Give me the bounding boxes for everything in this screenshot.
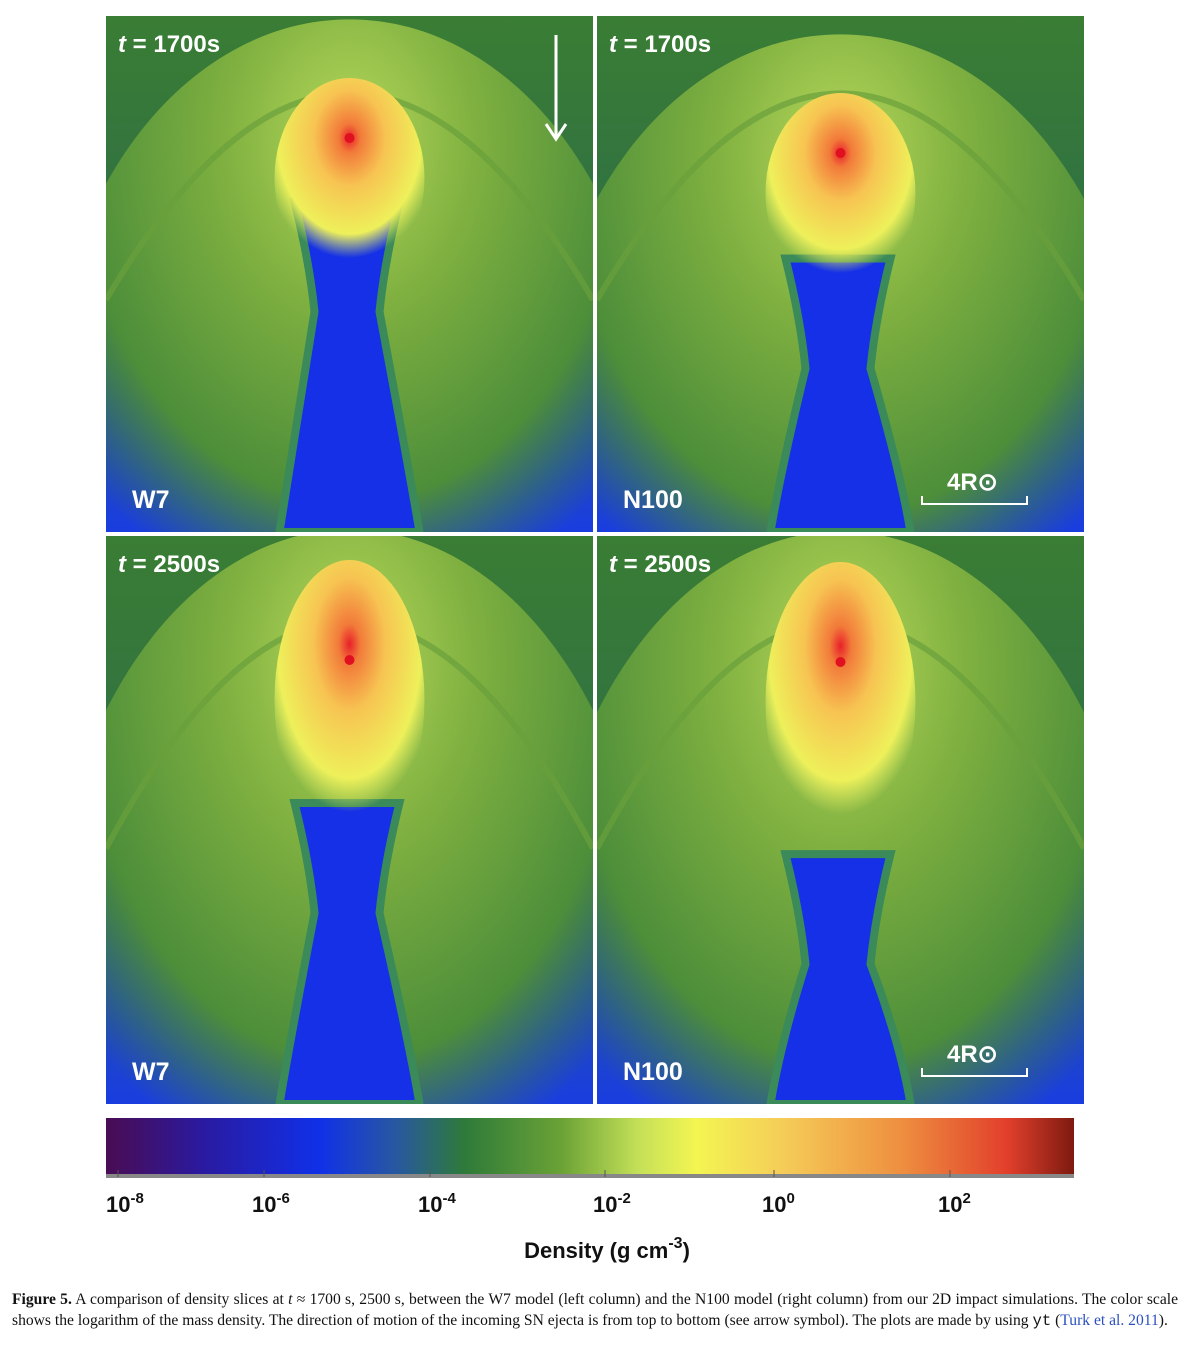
- simulation-panel: [597, 536, 1084, 1104]
- tick-base: 10: [593, 1192, 617, 1217]
- tick-exponent: 2: [962, 1190, 970, 1207]
- colorbar-tick-label: 10-8: [106, 1190, 144, 1217]
- scale-label: 4R⊙: [947, 1041, 998, 1068]
- time-value: = 2500s: [617, 551, 711, 578]
- scale-bar: [921, 1068, 1028, 1077]
- caption-text: ≈ 1700 s, 2500 s, between the W7 model (…: [12, 1291, 1178, 1329]
- time-var: t: [609, 551, 618, 578]
- colorbar: [106, 1118, 1074, 1176]
- tick-exponent: -4: [442, 1190, 456, 1207]
- figure: t = 1700s W7 t = 1700s N100 4R⊙ t = 2500s W7 t …: [106, 16, 1084, 1263]
- model-label: W7: [132, 486, 170, 514]
- simulation-panel: [106, 16, 593, 532]
- caption-code: yt: [1032, 1312, 1052, 1330]
- caption-var: t: [288, 1291, 293, 1308]
- companion-envelope: [765, 93, 916, 293]
- companion-envelope: [274, 78, 425, 278]
- caption: Figure 5. A comparison of density slices…: [12, 1289, 1178, 1332]
- time-value: = 1700s: [617, 31, 711, 58]
- shadow-column: [766, 850, 915, 1104]
- model-label: N100: [623, 1058, 683, 1086]
- tick-exponent: -2: [617, 1190, 630, 1207]
- model-label: W7: [132, 1058, 170, 1086]
- companion-envelope: [765, 562, 916, 842]
- label-exponent: -3: [668, 1235, 682, 1252]
- tick-exponent: -8: [130, 1190, 143, 1207]
- scale-bar: [921, 496, 1028, 505]
- label-main: Density (g cm: [524, 1238, 668, 1263]
- time-label: t = 2500s: [609, 551, 711, 578]
- tick-base: 10: [938, 1192, 962, 1217]
- colorbar-edge: [106, 1174, 1074, 1178]
- time-value: = 1700s: [126, 31, 220, 58]
- caption-text: A comparison of density slices at: [71, 1291, 289, 1308]
- colorbar-tick-label: 100: [762, 1190, 795, 1217]
- label-end: ): [683, 1238, 690, 1263]
- time-label: t = 1700s: [609, 31, 711, 58]
- scale-label: 4R⊙: [947, 469, 998, 496]
- companion-core: [835, 148, 846, 158]
- caption-text: (: [1051, 1312, 1061, 1329]
- shadow-column: [275, 197, 424, 532]
- tick-base: 10: [762, 1192, 786, 1217]
- arrow-head: [544, 123, 568, 142]
- tick-exponent: 0: [786, 1190, 794, 1207]
- caption-text: ).: [1158, 1312, 1168, 1329]
- colorbar-tick-label: 10-4: [418, 1190, 456, 1217]
- simulation-panel: [597, 16, 1084, 532]
- simulation-panel: [106, 536, 593, 1104]
- tick-exponent: -6: [276, 1190, 289, 1207]
- caption-label: Figure 5.: [12, 1291, 72, 1308]
- companion-core: [344, 133, 355, 143]
- time-label: t = 1700s: [118, 31, 220, 58]
- tick-base: 10: [418, 1192, 442, 1217]
- citation-link[interactable]: Turk et al. 2011: [1060, 1312, 1159, 1329]
- model-label: N100: [623, 486, 683, 514]
- shadow-column: [766, 254, 915, 532]
- tick-base: 10: [106, 1192, 130, 1217]
- time-var: t: [609, 31, 618, 58]
- companion-envelope: [274, 560, 425, 840]
- time-var: t: [118, 551, 127, 578]
- companion-core: [835, 657, 846, 667]
- colorbar-tick-label: 10-2: [593, 1190, 631, 1217]
- time-label: t = 2500s: [118, 551, 220, 578]
- colorbar-label: Density (g cm-3): [524, 1235, 690, 1263]
- time-var: t: [118, 31, 127, 58]
- tick-base: 10: [252, 1192, 276, 1217]
- time-value: = 2500s: [126, 551, 220, 578]
- colorbar-tick-label: 102: [938, 1190, 971, 1217]
- colorbar-tick-label: 10-6: [252, 1190, 290, 1217]
- shadow-column: [275, 798, 424, 1104]
- companion-core: [344, 655, 355, 665]
